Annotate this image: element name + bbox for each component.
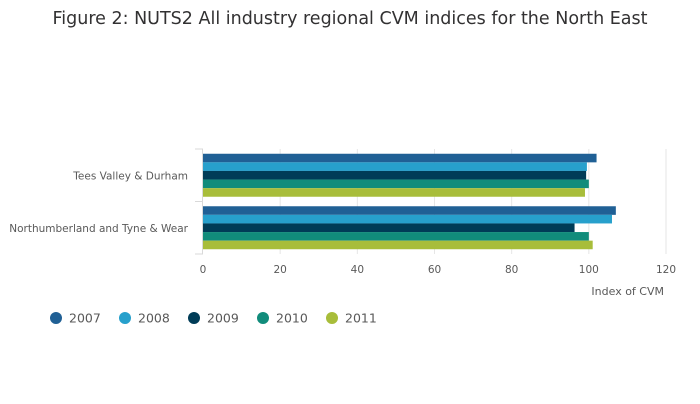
x-tick-label: 20 xyxy=(273,264,286,276)
bar-2011-1 xyxy=(203,188,585,197)
legend-marker-2007 xyxy=(50,312,62,324)
x-tick-label: 120 xyxy=(656,264,676,276)
y-category-label: Northumberland and Tyne & Wear xyxy=(9,223,188,235)
bar-2009-2 xyxy=(203,223,575,233)
bar-2007-2 xyxy=(203,206,616,215)
bar-2007-1 xyxy=(203,153,597,163)
legend-label-2009: 2009 xyxy=(207,311,239,326)
x-tick-label: 60 xyxy=(428,264,441,276)
x-tick-label: 100 xyxy=(579,264,599,276)
legend-marker-2010 xyxy=(257,312,269,324)
legend: 2007 2008 2009 2010 2011 xyxy=(50,311,377,326)
legend-marker-2011 xyxy=(326,312,338,324)
x-tick-label: 0 xyxy=(200,264,207,276)
bars xyxy=(203,153,616,250)
y-category-label: Tees Valley & Durham xyxy=(72,170,188,182)
bar-2008-2 xyxy=(203,214,612,224)
x-tick-label: 80 xyxy=(505,264,518,276)
x-tick-label: 40 xyxy=(351,264,364,276)
legend-label-2011: 2011 xyxy=(345,311,377,326)
bar-2010-2 xyxy=(203,232,589,241)
axes: 0 20 40 60 80 100 120 Tees Valley & Durham North… xyxy=(9,148,676,276)
bar-2008-1 xyxy=(203,162,587,171)
bar-2011-2 xyxy=(203,240,593,250)
legend-label-2010: 2010 xyxy=(276,311,308,326)
chart-title: Figure 2: NUTS2 All industry regional CV… xyxy=(53,9,648,29)
bar-2009-1 xyxy=(203,170,587,180)
legend-label-2007: 2007 xyxy=(69,311,101,326)
legend-label-2008: 2008 xyxy=(138,311,170,326)
bar-2010-1 xyxy=(203,179,589,189)
legend-marker-2009 xyxy=(188,312,200,324)
x-axis-label: Index of CVM xyxy=(591,285,664,298)
legend-marker-2008 xyxy=(119,312,131,324)
